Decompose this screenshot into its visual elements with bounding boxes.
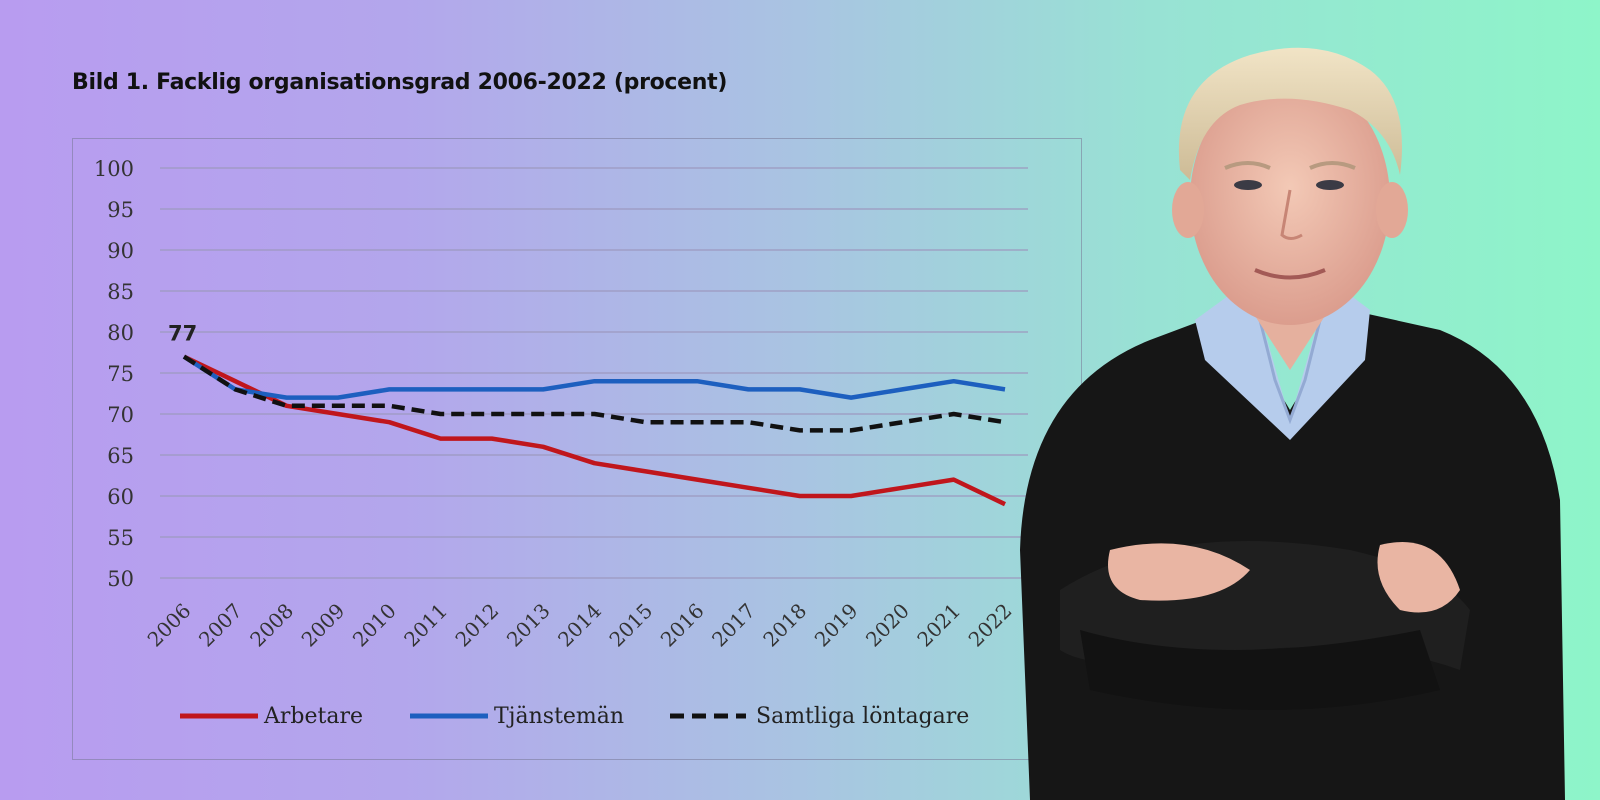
legend-swatch-tjansteman [410,713,488,719]
x-tick-label: 2018 [758,599,811,652]
x-tick-label: 2019 [810,599,863,652]
x-tick-label: 2008 [245,599,298,652]
x-tick-label: 2012 [450,599,503,652]
y-tick-label: 90 [107,239,134,263]
x-tick-label: 2011 [399,599,452,652]
series-line-2 [182,354,1006,433]
annotations: 77 [168,322,197,346]
x-tick-label: 2020 [861,599,914,652]
x-tick-label: 2016 [656,599,709,652]
y-tick-label: 60 [107,485,134,509]
legend-swatch-samtliga [670,713,746,719]
y-tick-label: 70 [107,403,134,427]
x-tick-label: 2017 [707,599,760,652]
y-tick-label: 80 [107,321,134,345]
legend-label-tjansteman: Tjänstemän [494,704,625,729]
chart-title: Bild 1. Facklig organisationsgrad 2006-2… [72,70,728,95]
x-tick-label: 2014 [553,599,606,652]
y-tick-label: 55 [107,526,134,550]
y-tick-label: 65 [107,444,134,468]
data-label: 77 [168,322,197,346]
man-portrait-icon [1020,47,1565,800]
legend-swatch-arbetare [180,713,258,719]
x-tick-label: 2022 [964,599,1017,652]
x-tick-label: 2015 [604,599,657,652]
x-tick-label: 2006 [143,599,196,652]
y-tick-label: 75 [107,362,134,386]
legend-label-samtliga: Samtliga löntagare [756,704,970,729]
x-tick-label: 2013 [502,599,555,652]
x-tick-label: 2009 [297,599,350,652]
y-tick-label: 100 [94,157,134,181]
grid-lines [160,167,1028,579]
series-line-1 [182,354,1006,400]
y-tick-label: 50 [107,567,134,591]
y-tick-labels: 100 95 90 85 80 75 70 65 60 55 50 [94,157,134,591]
x-tick-label: 2007 [194,599,247,652]
legend-label-arbetare: Arbetare [264,704,363,729]
x-tick-label: 2021 [912,599,965,652]
x-tick-label: 2010 [348,599,401,652]
series-line-0 [183,354,1006,507]
y-tick-label: 95 [107,198,134,222]
series-lines [182,354,1006,507]
y-tick-label: 85 [107,280,134,304]
x-tick-labels: 2006200720082009201020112012201320142015… [143,599,1017,652]
